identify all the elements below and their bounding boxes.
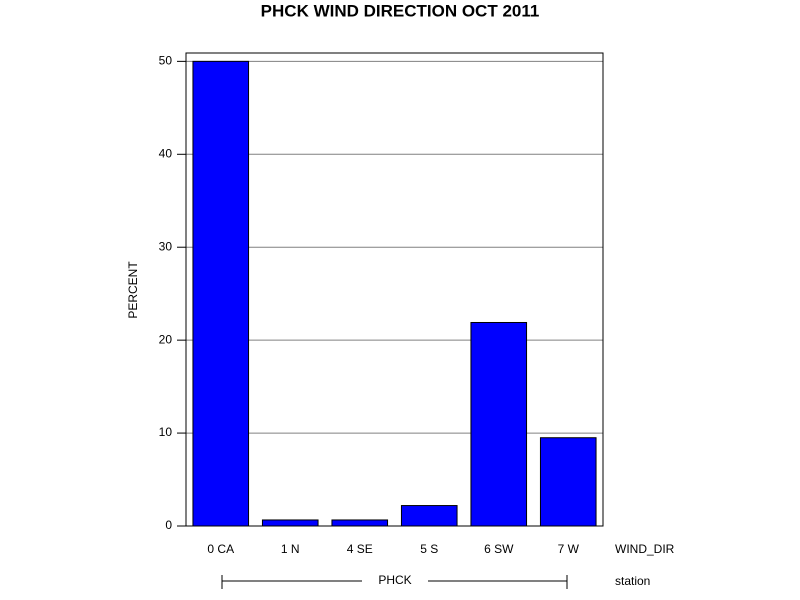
x-axis-label: WIND_DIR bbox=[615, 542, 675, 556]
y-axis-label: PERCENT bbox=[126, 261, 140, 319]
plot-frame bbox=[185, 52, 604, 527]
x-tick-label: 1 N bbox=[281, 542, 300, 556]
bar bbox=[470, 321, 528, 527]
x-tick-label: 7 W bbox=[558, 542, 580, 556]
y-tick-label: 50 bbox=[159, 54, 173, 68]
y-tick-label: 30 bbox=[159, 239, 173, 253]
chart-title: PHCK WIND DIRECTION OCT 2011 bbox=[261, 1, 540, 20]
group-axis-label: station bbox=[615, 574, 650, 588]
group-label: PHCK bbox=[378, 573, 411, 587]
bar bbox=[261, 519, 319, 527]
x-tick-label: 4 SE bbox=[347, 542, 373, 556]
x-tick-label: 0 CA bbox=[207, 542, 234, 556]
x-tick-label: 5 S bbox=[420, 542, 438, 556]
y-tick-label: 40 bbox=[159, 146, 173, 160]
bar bbox=[539, 437, 597, 527]
bar bbox=[331, 519, 389, 527]
y-tick-label: 0 bbox=[165, 518, 172, 532]
bar bbox=[400, 505, 458, 527]
y-tick-label: 10 bbox=[159, 425, 173, 439]
bar bbox=[192, 60, 250, 527]
x-tick-label: 6 SW bbox=[484, 542, 514, 556]
y-tick-label: 20 bbox=[159, 332, 173, 346]
